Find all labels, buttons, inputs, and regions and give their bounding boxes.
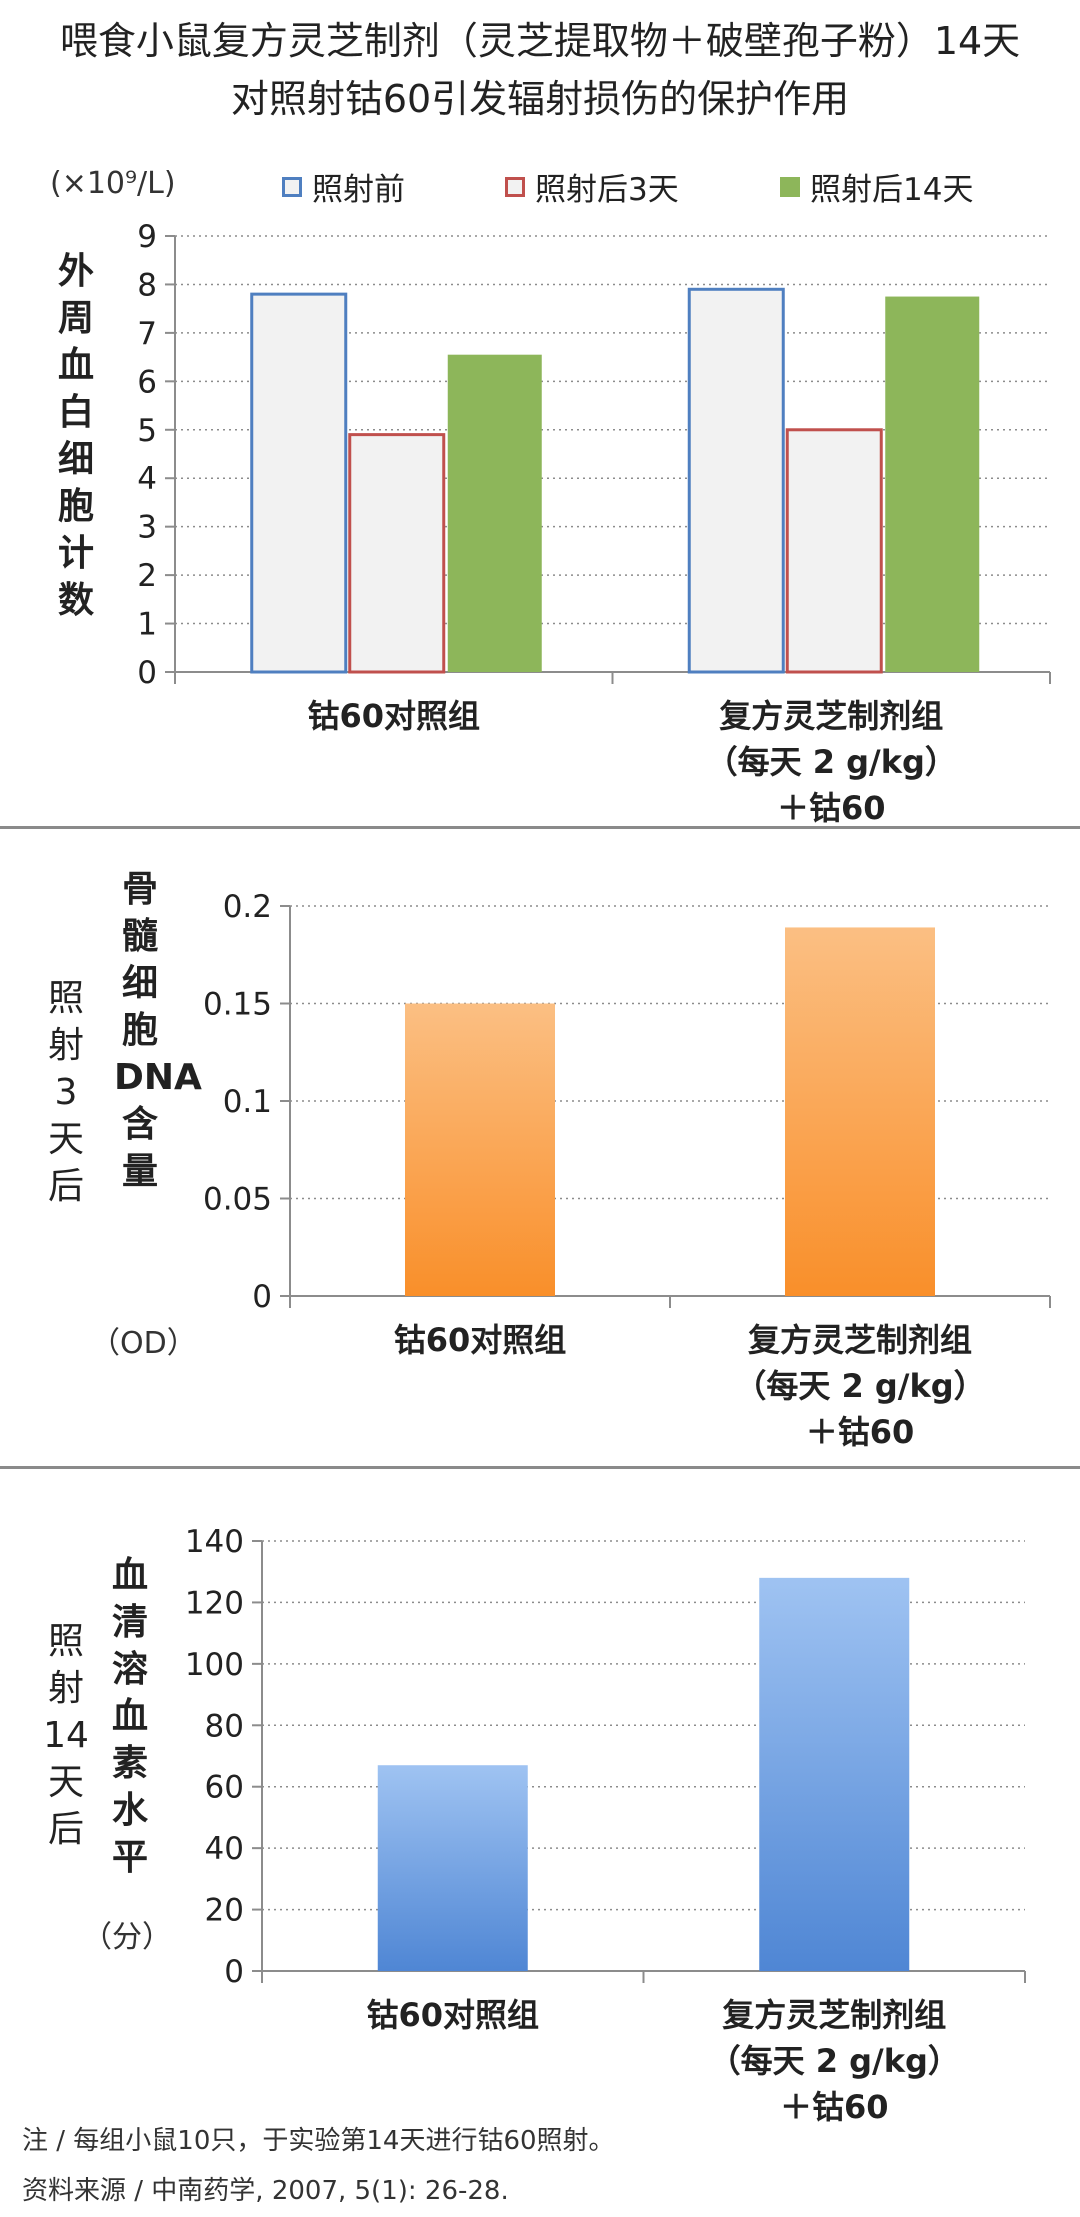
chart2-ytick-label: 0 [252, 1279, 272, 1315]
chart1-plot: 0 1 2 3 4 5 6 7 8 9 钴60对照组 复方灵芝制剂组（每天 2 g/kg）＋钴60 [137, 219, 1051, 827]
chart3-bar [759, 1577, 910, 1971]
chart1-ytick-label: 5 [137, 413, 157, 449]
chart3-category-label: 钴60对照组 [366, 1996, 539, 2034]
footnote: 注 / 每组小鼠10只，于实验第14天进行钴60照射。 [22, 2126, 615, 2156]
chart1-bar-day14 [447, 354, 542, 672]
title-line-1: 喂食小鼠复方灵芝制剂（灵芝提取物＋破壁孢子粉）14天 [59, 19, 1021, 63]
chart3-ytick-label: 80 [205, 1708, 244, 1744]
chart1-unit: (×10⁹/L) [50, 166, 176, 201]
chart1-ytick-label: 7 [137, 316, 157, 352]
chart1-ytick-label: 9 [137, 219, 157, 255]
legend-day14-swatch [780, 176, 800, 197]
chart3-ylabel: 血清溶血素水平 [111, 1555, 148, 1878]
chart1-category-label: 复方灵芝制剂组（每天 2 g/kg）＋钴60 [706, 697, 957, 827]
chart2-category-label: 复方灵芝制剂组（每天 2 g/kg）＋钴60 [734, 1321, 985, 1451]
legend-day14: 照射后14天 [780, 164, 973, 209]
legend-before: 照射前 [282, 164, 405, 209]
chart1-ytick-label: 3 [137, 510, 157, 546]
chart2-category-label: 钴60对照组 [394, 1321, 567, 1359]
title-line-2: 对照射钴60引发辐射损伤的保护作用 [230, 77, 850, 121]
chart3-ytick-label: 40 [205, 1831, 244, 1867]
chart1-ytick-label: 0 [137, 655, 157, 691]
chart1-bar-before [687, 287, 785, 674]
chart1-bar-before [250, 292, 348, 674]
legend-day3-swatch [505, 176, 525, 197]
chart3-unit: （分） [82, 1920, 172, 1955]
panel-divider-1 [0, 826, 1080, 829]
chart3-ytick-label: 140 [185, 1524, 244, 1560]
chart2-ytick-label: 0.2 [223, 889, 272, 925]
chart2-bar [405, 1003, 555, 1296]
chart2-ytick-label: 0.15 [203, 987, 272, 1023]
chart1-ytick-label: 2 [137, 558, 157, 594]
chart1-ytick-label: 6 [137, 364, 157, 400]
chart3-side-label: 照射14天后 [43, 1621, 89, 1850]
legend-before-label: 照射前 [312, 172, 405, 208]
chart1-bar-day3 [348, 433, 446, 674]
chart3-ytick-label: 0 [224, 1954, 244, 1990]
chart3-ytick-label: 20 [205, 1893, 244, 1929]
chart2-unit: （OD） [90, 1326, 197, 1361]
panel-divider-2 [0, 1466, 1080, 1469]
chart1-ytick-label: 1 [137, 607, 157, 643]
chart3-ytick-label: 100 [185, 1647, 244, 1683]
chart2-side-label: 照射3天后 [47, 978, 84, 1207]
chart1-bar-day3 [785, 428, 883, 674]
legend-day3-label: 照射后3天 [535, 172, 679, 208]
chart3-category-label: 复方灵芝制剂组（每天 2 g/kg）＋钴60 [709, 1996, 960, 2126]
chart2-bar [785, 927, 935, 1296]
chart1-category-label: 钴60对照组 [307, 697, 480, 735]
chart2-plot: 0 0.05 0.1 0.15 0.2 钴60对照组 复方灵芝制剂组（每天 2 g/kg）＋… [203, 889, 1051, 1451]
source-citation: 资料来源 / 中南药学, 2007, 5(1): 26-28. [22, 2176, 509, 2206]
legend-day3: 照射后3天 [505, 164, 679, 209]
chart2-ytick-label: 0.1 [223, 1084, 272, 1120]
chart1-ylabel: 外周血白细胞计数 [57, 251, 94, 621]
chart1-ytick-label: 8 [137, 267, 157, 303]
chart3-bar [377, 1765, 528, 1971]
legend-day14-label: 照射后14天 [810, 172, 974, 208]
chart1-bar-day14 [885, 296, 980, 672]
figure-title: 喂食小鼠复方灵芝制剂（灵芝提取物＋破壁孢子粉）14天 对照射钴60引发辐射损伤的… [0, 0, 1080, 128]
chart2-ytick-label: 0.05 [203, 1182, 272, 1218]
legend-before-swatch [282, 176, 302, 197]
chart1-ytick-label: 4 [137, 461, 157, 497]
chart3-ytick-label: 120 [185, 1585, 244, 1621]
chart3-ytick-label: 60 [205, 1770, 244, 1806]
